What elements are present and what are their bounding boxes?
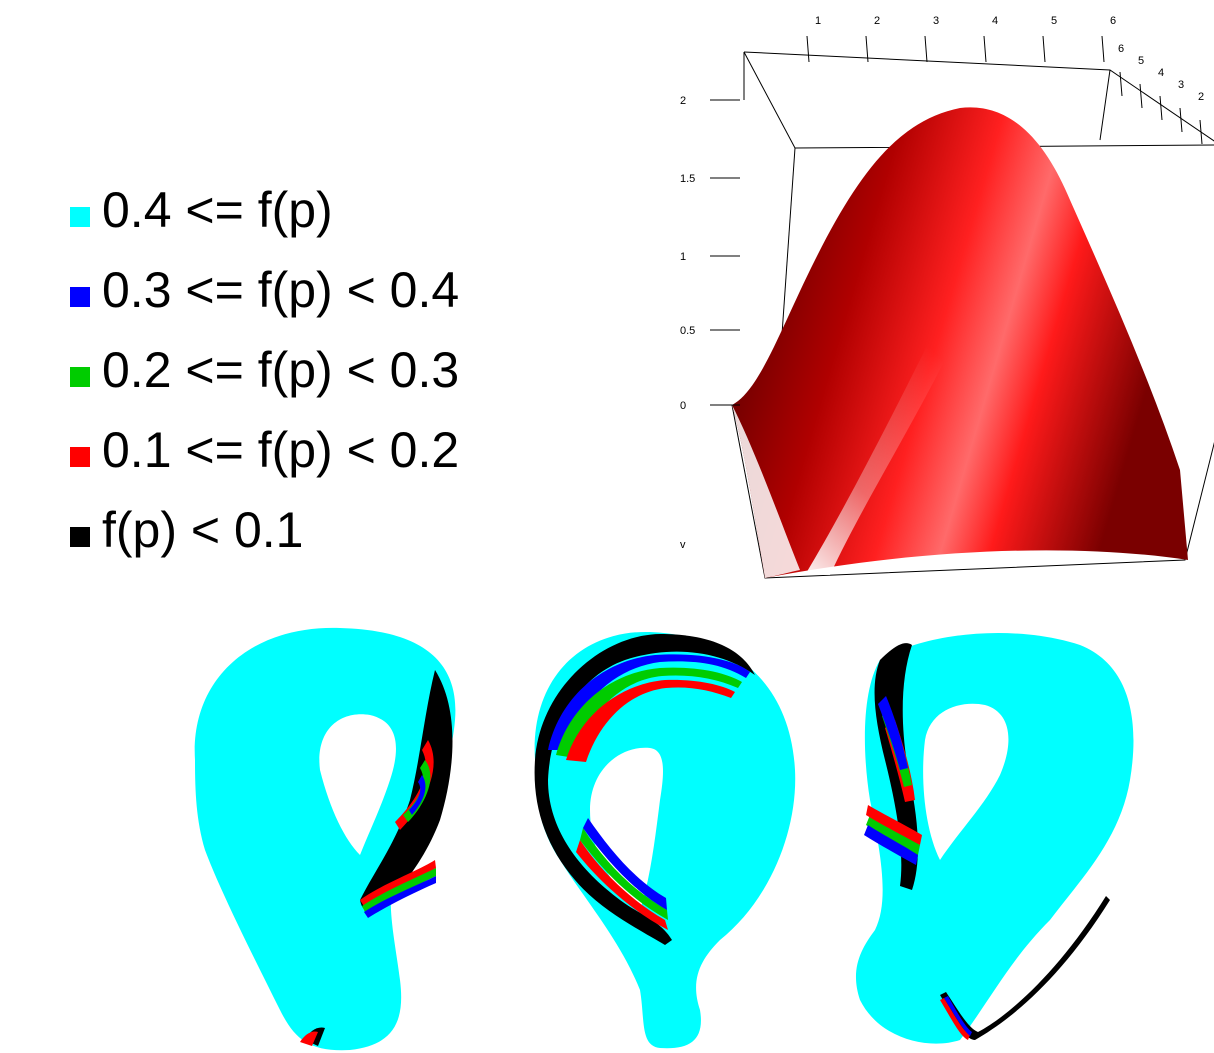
klein-bottle-1 bbox=[194, 627, 456, 1051]
legend-item: f(p) < 0.1 bbox=[70, 490, 459, 570]
y-tick-mark bbox=[1179, 107, 1183, 133]
legend-swatch bbox=[70, 447, 90, 467]
y-tick-label: 5 bbox=[1138, 55, 1144, 67]
legend-label: 0.1 <= f(p) < 0.2 bbox=[102, 422, 460, 478]
y-axis-ticks: 6 5 4 3 2 bbox=[1118, 43, 1204, 145]
x-tick-label: 4 bbox=[992, 15, 998, 27]
x-tick-label: 1 bbox=[815, 15, 821, 27]
klein-bottle-3 bbox=[855, 633, 1134, 1044]
legend-swatch bbox=[70, 207, 90, 227]
legend-swatch bbox=[70, 367, 90, 387]
x-tick-mark bbox=[865, 35, 869, 63]
surface-plot-3d: 2 1.5 1 0.5 0 v 1 2 3 4 5 6 6 5 4 3 2 bbox=[680, 15, 1214, 579]
surface-front-edge bbox=[732, 405, 800, 578]
z-axis-label: v bbox=[680, 539, 686, 551]
surface-highlight bbox=[805, 311, 958, 575]
y-tick-label: 6 bbox=[1118, 43, 1124, 55]
y-tick-mark bbox=[1159, 95, 1163, 121]
legend-item: 0.2 <= f(p) < 0.3 bbox=[70, 330, 459, 410]
klein-bottle-2 bbox=[534, 631, 796, 1049]
x-tick-label: 6 bbox=[1110, 15, 1116, 27]
color-legend: 0.4 <= f(p) 0.3 <= f(p) < 0.4 0.2 <= f(p… bbox=[70, 170, 459, 570]
x-tick-mark bbox=[924, 35, 928, 63]
x-tick-mark bbox=[1101, 35, 1105, 63]
y-tick-mark bbox=[1119, 71, 1123, 97]
surface-mesh bbox=[732, 107, 1188, 578]
x-axis-ticks: 1 2 3 4 5 6 bbox=[806, 15, 1116, 63]
z-tick-label: 1 bbox=[680, 251, 686, 263]
klein-bottles bbox=[194, 627, 1134, 1051]
z-tick-label: 0.5 bbox=[680, 325, 695, 337]
x-tick-label: 2 bbox=[874, 15, 880, 27]
legend-label: 0.2 <= f(p) < 0.3 bbox=[102, 342, 460, 398]
legend-label: 0.4 <= f(p) bbox=[102, 182, 333, 238]
y-tick-mark bbox=[1139, 83, 1143, 109]
legend-item: 0.4 <= f(p) bbox=[70, 170, 459, 250]
y-tick-label: 3 bbox=[1178, 79, 1184, 91]
x-tick-mark bbox=[983, 35, 987, 63]
legend-swatch bbox=[70, 527, 90, 547]
x-tick-mark bbox=[1042, 35, 1046, 63]
z-tick-label: 1.5 bbox=[680, 173, 695, 185]
legend-label: f(p) < 0.1 bbox=[102, 502, 304, 558]
bottle-body bbox=[855, 633, 1134, 1044]
x-tick-label: 5 bbox=[1051, 15, 1057, 27]
bottle-hole bbox=[923, 703, 1009, 860]
z-axis-ticks: 2 1.5 1 0.5 0 bbox=[680, 95, 740, 412]
legend-swatch bbox=[70, 287, 90, 307]
bottle-hole bbox=[319, 714, 396, 855]
y-tick-label: 4 bbox=[1158, 67, 1164, 79]
x-tick-mark bbox=[806, 35, 810, 63]
legend-label: 0.3 <= f(p) < 0.4 bbox=[102, 262, 460, 318]
z-tick-label: 0 bbox=[680, 400, 686, 412]
legend-item: 0.3 <= f(p) < 0.4 bbox=[70, 250, 459, 330]
y-tick-mark bbox=[1199, 119, 1203, 145]
y-tick-label: 2 bbox=[1198, 91, 1204, 103]
z-tick-label: 2 bbox=[680, 95, 686, 107]
bottle-body bbox=[534, 631, 796, 1049]
legend-item: 0.1 <= f(p) < 0.2 bbox=[70, 410, 459, 490]
x-tick-label: 3 bbox=[933, 15, 939, 27]
